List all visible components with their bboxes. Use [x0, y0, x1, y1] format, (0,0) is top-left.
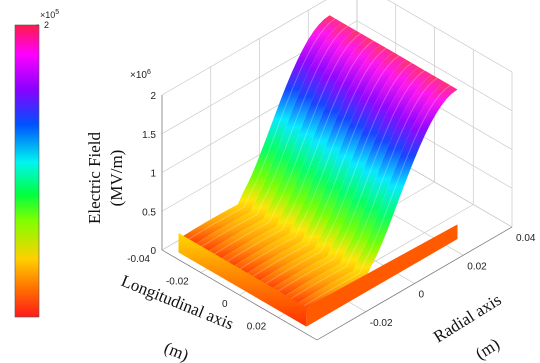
z-axis-label-line1: Electric Field: [85, 131, 104, 224]
y-tick-label: 0.04: [516, 233, 536, 244]
colorbar-strip: [14, 24, 40, 318]
y-axis-label-line2: (m): [472, 334, 503, 363]
z-multiplier: ×106: [130, 69, 151, 81]
surface-ridge: [204, 30, 368, 262]
surface-ridge: [191, 22, 356, 254]
surface-ridge: [268, 67, 432, 299]
z-axis-label: Electric Field (MV/m): [85, 131, 126, 224]
y-tick-label: 0: [419, 290, 425, 301]
y-tick-label: 0.02: [467, 261, 487, 272]
colorbar-multiplier: ×105: [40, 9, 59, 20]
surface-ridge-crest: [235, 47, 388, 272]
z-tick-label: 1: [150, 169, 156, 180]
y-tick-label: -0.02: [370, 318, 393, 329]
z-tick-label: 0.5: [142, 207, 156, 218]
x-axis-label-line2: (m): [162, 338, 192, 363]
z-axis-label-line2: (MV/m): [107, 150, 126, 207]
surface-ridge-crest: [286, 76, 439, 302]
surface-ridge: [216, 37, 381, 269]
surface-plot: [178, 15, 458, 327]
z-tick-label: 2: [150, 91, 156, 102]
x-tick-label: 0.02: [247, 322, 267, 333]
surface-ridge-crest: [299, 84, 452, 309]
surface-ridge-crest: [197, 24, 350, 250]
colorbar: 24681012141618 ×105: [14, 9, 59, 318]
surface-ridge: [242, 52, 407, 284]
surface-ridge-crest: [261, 62, 413, 287]
surface-right-band: [306, 224, 458, 327]
surface-ridge-crest: [274, 69, 426, 295]
surface-ridge: [229, 44, 394, 277]
colorbar-tick-label: 2: [44, 20, 49, 30]
surface-ridge: [178, 15, 343, 247]
surface-ridge-crest: [223, 39, 375, 265]
surface-ridge-crest: [248, 54, 401, 280]
z-multiplier-exp: 6: [147, 69, 151, 76]
z-tick-label: 0: [150, 246, 156, 257]
z-tick-label: 1.5: [142, 130, 156, 141]
surface-ridge-crest: [210, 32, 362, 257]
surface-front-band: [178, 233, 307, 327]
axis-ticks: 0 0.5 1 1.5 2 -0.04 -0.02 0 0.02 -0.02 0 0.02 0.04: [127, 91, 536, 333]
surface-ridge: [280, 74, 445, 306]
surface-ridge-crest: [184, 17, 337, 243]
x-tick-label: 0: [222, 299, 228, 310]
z-multiplier-base: ×10: [130, 70, 147, 81]
grid-line: [316, 226, 513, 341]
colorbar-ticks: 24681012141618: [36, 20, 49, 30]
x-tick-label: -0.04: [127, 254, 150, 265]
x-tick-label: -0.02: [166, 277, 189, 288]
colorbar-multiplier-base: ×10: [40, 10, 55, 20]
colorbar-multiplier-exp: 5: [55, 9, 59, 16]
grid-line: [161, 249, 318, 341]
surface-ridge: [255, 59, 420, 291]
surface-ridge: [293, 82, 458, 314]
